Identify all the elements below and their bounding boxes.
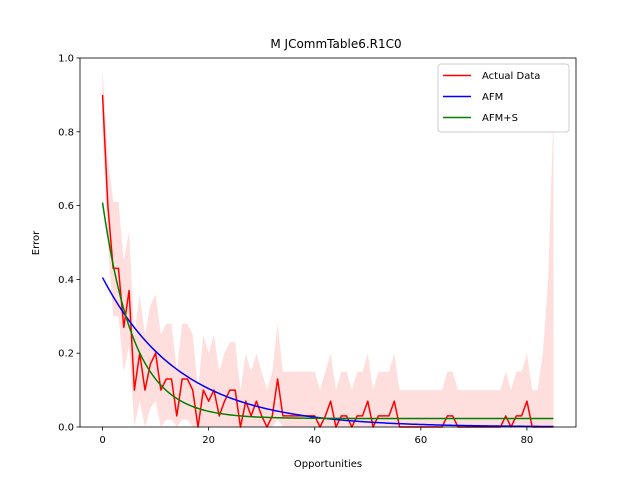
- x-tick-label: 0: [99, 435, 105, 446]
- y-tick-label: 0.8: [58, 127, 74, 138]
- plot-area: 0 20 40 60 80 0.0 0.2 0.4 0.6 0.8 1.0: [58, 54, 577, 446]
- legend-label: AFM+S: [482, 113, 518, 124]
- legend-label: AFM: [482, 92, 503, 103]
- y-axis-label: Error: [31, 230, 42, 255]
- y-tick-label: 0.4: [58, 275, 74, 286]
- x-tick-label: 20: [202, 435, 215, 446]
- series-line-afm-s: [101, 202, 554, 420]
- y-tick-label: 1.0: [58, 54, 74, 65]
- x-tick-label: 60: [414, 435, 427, 446]
- x-tick-label: 40: [308, 435, 321, 446]
- plot-frame: [79, 57, 577, 428]
- x-axis-ticks: 0 20 40 60 80: [99, 427, 533, 446]
- confidence-band: [102, 69, 554, 427]
- legend-items: Actual Data AFM AFM+S: [443, 71, 540, 124]
- legend-box: [437, 63, 570, 133]
- x-tick-label: 80: [521, 435, 534, 446]
- y-tick-label: 0.6: [58, 201, 74, 212]
- confidence-band-layer: [102, 69, 554, 427]
- y-tick-label: 0.2: [58, 349, 74, 360]
- legend-label: Actual Data: [482, 71, 540, 82]
- y-tick-label: 0.0: [58, 423, 74, 434]
- legend: Actual Data AFM AFM+S: [437, 63, 570, 133]
- x-axis-label: Opportunities: [294, 459, 362, 470]
- y-axis-ticks: 0.0 0.2 0.4 0.6 0.8 1.0: [58, 54, 80, 434]
- chart-title: M JCommTable6.R1C0: [270, 37, 401, 51]
